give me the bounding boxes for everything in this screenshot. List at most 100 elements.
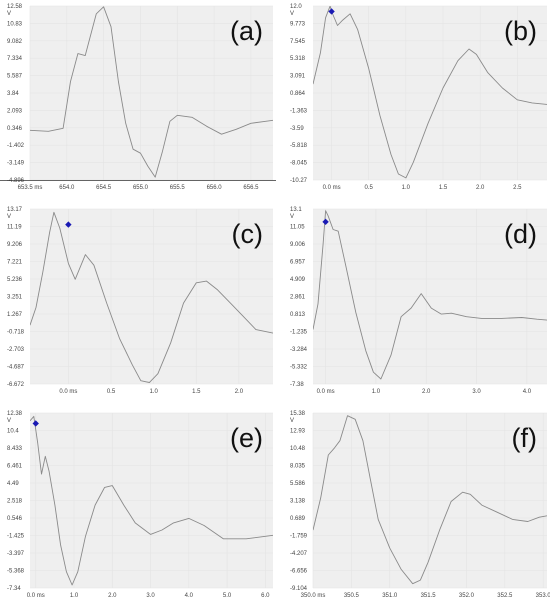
y-tick-label: 7.545	[290, 39, 306, 45]
x-tick-label: 2.5	[513, 185, 522, 191]
y-tick-label: 6.461	[7, 464, 23, 470]
x-tick-label: 1.0	[70, 593, 79, 599]
x-tick-label: 0.0 ms	[59, 389, 77, 395]
y-tick-label: 15.38	[290, 411, 306, 417]
panel-letter: (c)	[232, 219, 263, 249]
y-tick-label: 10.83	[7, 21, 23, 27]
y-tick-label: -4.896	[7, 178, 25, 184]
y-tick-label: 9.773	[290, 21, 306, 27]
chart-panel: 12.0 9.773 7.545 5.318 3.091 0.864 -1.363 -3.59…	[290, 4, 547, 191]
y-tick-label: -6.656	[290, 569, 308, 575]
x-tick-label: 351.0	[382, 593, 398, 599]
y-tick-label: -9.104	[290, 586, 308, 592]
panel-letter: (a)	[230, 16, 263, 46]
panel-letter: (b)	[504, 16, 537, 46]
x-tick-label: 352.0	[459, 593, 475, 599]
x-tick-label: 350.0 ms	[301, 593, 326, 599]
x-tick-label: 2.0	[476, 185, 485, 191]
y-tick-label: 12.93	[290, 429, 306, 435]
chart-panel: 12.58 10.83 9.082 7.334 5.587 3.84 2.093 0.346 -…	[0, 4, 276, 191]
y-tick-label: -4.687	[7, 365, 25, 371]
y-tick-label: 11.05	[290, 225, 305, 231]
y-tick-label: 10.48	[290, 446, 306, 452]
voltage-trace	[30, 211, 273, 383]
y-tick-label: 5.236	[7, 277, 23, 283]
y-tick-label: -3.59	[290, 126, 304, 132]
x-tick-label: 3.0	[146, 593, 155, 599]
y-tick-label: 13.17	[7, 207, 23, 213]
y-unit-label: V	[290, 418, 294, 424]
x-tick-label: 0.5	[107, 389, 116, 395]
x-tick-label: 4.0	[523, 389, 532, 395]
x-tick-label: 0.0 ms	[27, 593, 45, 599]
x-tick-label: 2.0	[108, 593, 117, 599]
panel-letter: (f)	[512, 423, 537, 453]
x-tick-label: 656.5	[243, 185, 259, 191]
panel-letter: (d)	[504, 219, 537, 249]
y-tick-label: 0.813	[290, 312, 306, 318]
y-unit-label: V	[290, 11, 294, 17]
chart-panel: 15.38 12.93 10.48 8.035 5.586 3.138 0.689 -1.75…	[290, 411, 550, 599]
x-tick-label: 0.0 ms	[323, 185, 341, 191]
x-tick-label: 0.0 ms	[317, 389, 335, 395]
x-tick-label: 1.0	[149, 389, 158, 395]
y-tick-label: -1.759	[290, 534, 308, 540]
y-tick-label: 8.433	[7, 446, 23, 452]
x-tick-label: 3.0	[472, 389, 481, 395]
y-tick-label: 1.267	[7, 312, 23, 318]
y-tick-label: -3.149	[7, 161, 25, 167]
voltage-trace	[313, 210, 547, 380]
y-tick-label: 8.035	[290, 464, 306, 470]
y-tick-label: 7.334	[7, 56, 23, 62]
y-tick-label: -6.672	[7, 382, 25, 388]
y-tick-label: 7.221	[7, 260, 23, 266]
y-tick-label: 0.346	[7, 126, 23, 132]
y-tick-label: -8.045	[290, 161, 308, 167]
y-tick-label: -1.402	[7, 143, 25, 149]
y-unit-label: V	[7, 11, 11, 17]
y-tick-label: 3.251	[7, 295, 23, 301]
x-tick-label: 1.5	[439, 185, 448, 191]
y-tick-label: 0.689	[290, 516, 306, 522]
y-tick-label: 2.861	[290, 295, 306, 301]
y-tick-label: -1.235	[290, 330, 308, 336]
y-tick-label: 10.4	[7, 429, 19, 435]
y-unit-label: V	[290, 214, 294, 220]
y-tick-label: -1.425	[7, 534, 25, 540]
trigger-marker	[65, 221, 72, 228]
voltage-trace	[313, 415, 547, 585]
y-tick-label: 3.84	[7, 91, 19, 97]
x-tick-label: 2.0	[235, 389, 244, 395]
x-tick-label: 351.5	[421, 593, 437, 599]
y-unit-label: V	[7, 214, 11, 220]
chart-panel: 12.38 10.4 8.433 6.461 4.49 2.518 0.546 -1.425 -…	[7, 411, 273, 599]
y-tick-label: -0.718	[7, 330, 25, 336]
trigger-marker	[32, 420, 39, 427]
y-tick-label: 2.518	[7, 499, 23, 505]
y-tick-label: 4.909	[290, 277, 306, 283]
y-tick-label: 3.091	[290, 74, 306, 80]
y-tick-label: -7.38	[290, 382, 304, 388]
y-unit-label: V	[7, 418, 11, 424]
y-tick-label: 11.19	[7, 225, 22, 231]
y-tick-label: 5.318	[290, 56, 306, 62]
x-tick-label: 352.5	[497, 593, 513, 599]
y-tick-label: 9.206	[7, 242, 23, 248]
x-tick-label: 6.0	[261, 593, 270, 599]
x-tick-label: 353.0	[536, 593, 550, 599]
x-tick-label: 1.0	[402, 185, 411, 191]
y-tick-label: -3.284	[290, 347, 308, 353]
y-tick-label: 12.0	[290, 4, 302, 10]
voltage-trace	[30, 6, 273, 178]
y-tick-label: 12.38	[7, 411, 23, 417]
x-tick-label: 0.5	[365, 185, 374, 191]
y-tick-label: -10.27	[290, 178, 308, 184]
y-tick-label: 12.58	[7, 4, 23, 10]
y-tick-label: -1.363	[290, 108, 308, 114]
x-tick-label: 350.5	[344, 593, 360, 599]
x-tick-label: 5.0	[223, 593, 232, 599]
y-tick-label: -5.332	[290, 365, 308, 371]
y-tick-label: -5.368	[7, 569, 25, 575]
y-tick-label: 13.1	[290, 207, 302, 213]
x-tick-label: 653.5 ms	[18, 185, 43, 191]
